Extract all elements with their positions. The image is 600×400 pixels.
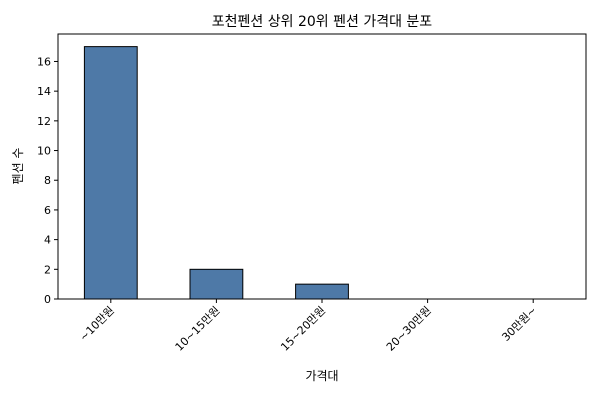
y-tick-label-4: 8	[44, 174, 51, 187]
y-tick-label-1: 2	[44, 263, 51, 276]
bar-1	[189, 268, 244, 300]
y-tick-label-5: 10	[37, 145, 51, 158]
bar-2	[295, 283, 349, 300]
y-tick-label-8: 16	[37, 55, 51, 68]
bar-0	[83, 46, 138, 300]
x-tick-label-1: 10~15만원	[173, 304, 223, 354]
plot-frame	[57, 33, 587, 300]
y-tick-label-7: 14	[37, 85, 51, 98]
x-tick-label-4: 30만원~	[499, 304, 539, 344]
x-tick-label-2: 15~20만원	[278, 304, 328, 354]
y-tick-label-3: 6	[44, 204, 51, 217]
x-tick-label-0: ~10만원	[77, 304, 117, 344]
y-axis-label: 펜션 수	[11, 148, 25, 185]
y-axis: 0 2 4 6 8 10 12 14 16	[37, 55, 58, 306]
x-axis-label: 가격대	[305, 369, 338, 383]
bars-group	[83, 46, 349, 300]
y-tick-label-0: 0	[44, 293, 51, 306]
x-axis: ~10만원 10~15만원 15~20만원 20~30만원 30만원~	[77, 299, 539, 354]
chart-title: 포천펜션 상위 20위 펜션 가격대 분포	[212, 14, 433, 30]
y-tick-label-2: 4	[44, 234, 51, 247]
y-tick-label-6: 12	[37, 115, 51, 128]
x-tick-label-3: 20~30만원	[384, 304, 434, 354]
